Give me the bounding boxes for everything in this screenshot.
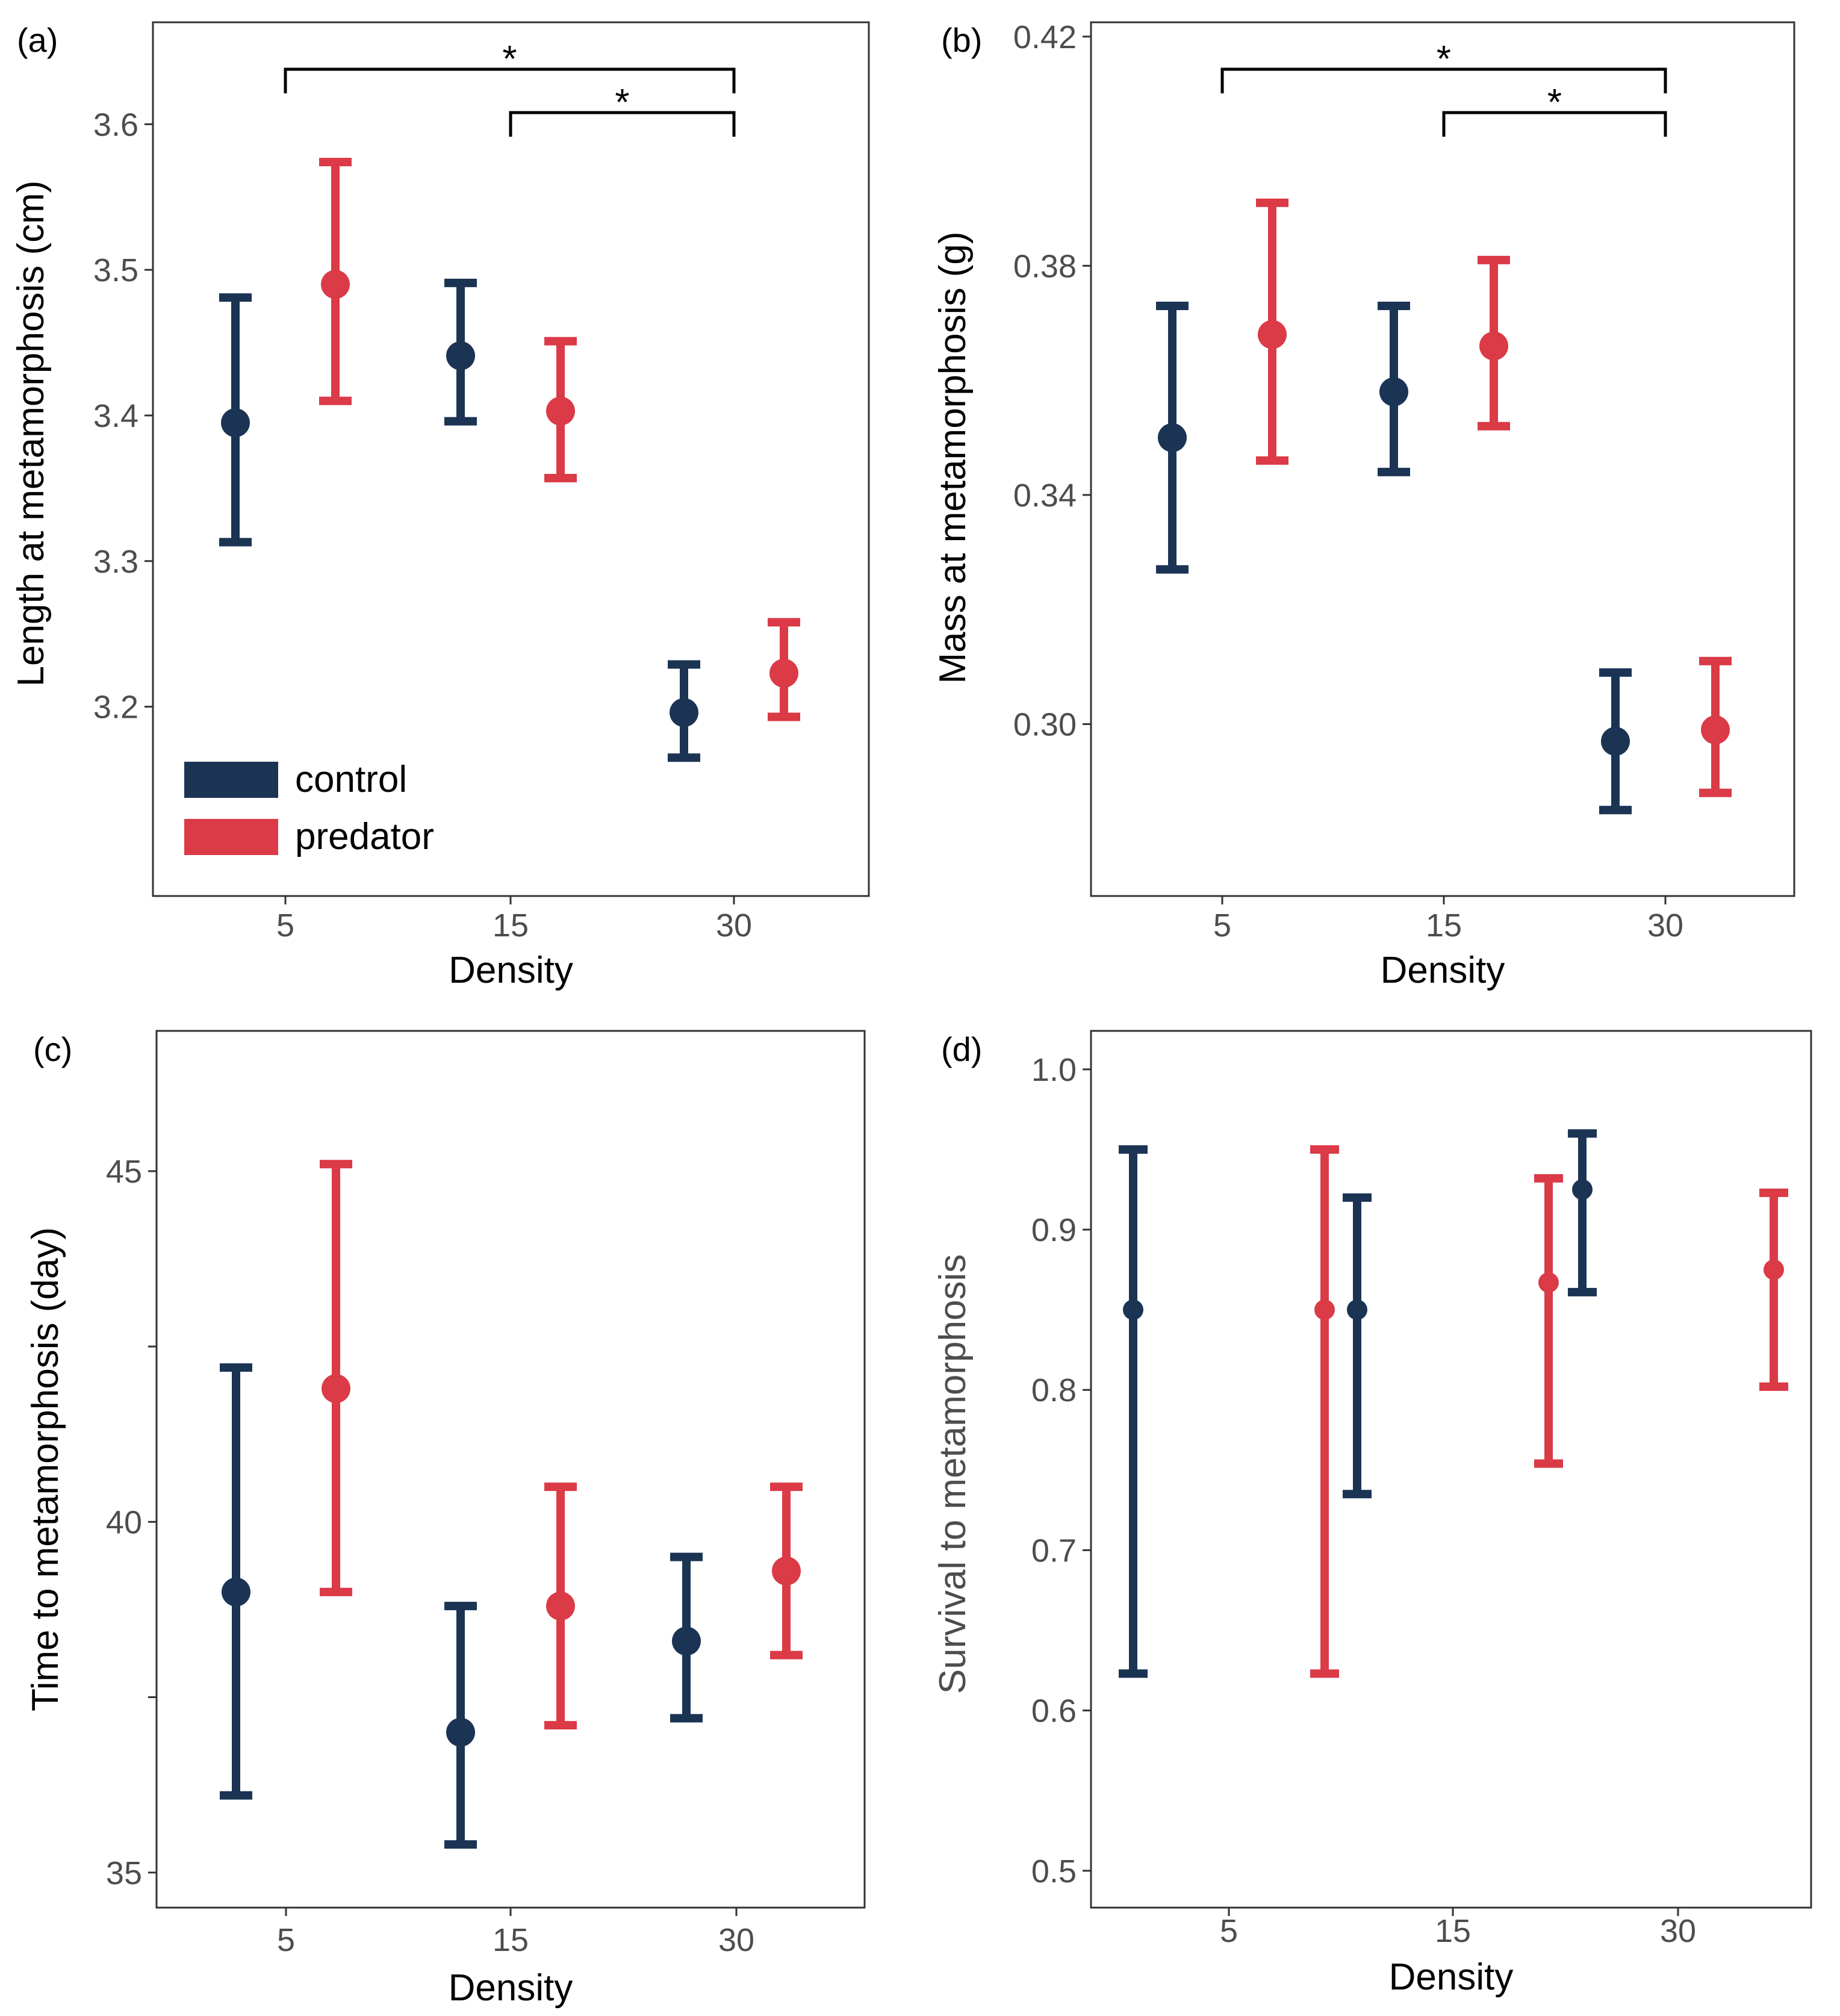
data-point (546, 1591, 575, 1621)
x-tick-label: 15 (1426, 907, 1462, 944)
y-tick-label: 3.2 (93, 689, 138, 726)
y-tick-label: 0.5 (1031, 1853, 1077, 1890)
data-point (1314, 1299, 1335, 1321)
x-tick-label: 15 (1435, 1913, 1471, 1949)
y-tick-label: 45 (106, 1154, 142, 1190)
y-tick-label: 0.8 (1031, 1372, 1077, 1408)
y-tick-label: 0.7 (1031, 1532, 1077, 1569)
data-point (1379, 377, 1408, 406)
x-tick-label: 30 (718, 1922, 754, 1958)
data-point (1347, 1299, 1367, 1321)
y-tick-label: 0.34 (1013, 478, 1077, 514)
legend: control predator (184, 759, 434, 857)
x-axis-label: Density (449, 950, 573, 991)
data-point (1258, 320, 1287, 349)
data-point (446, 341, 475, 370)
panel-a: (a) 3.2 3.3 3.4 3.5 3.6 5 15 30 Density Length at … (10, 21, 870, 991)
significance-bracket (1442, 111, 1667, 137)
data-point (769, 658, 798, 688)
x-tick-label: 5 (276, 907, 294, 944)
data-point (1158, 423, 1187, 452)
data-point (1701, 715, 1730, 745)
significance-star: * (1547, 82, 1562, 123)
significance-bracket (1220, 67, 1667, 93)
legend-swatch-predator (184, 819, 278, 855)
x-tick-label: 5 (1220, 1913, 1238, 1949)
series-control (1156, 301, 1632, 815)
y-tick-label: 3.3 (93, 544, 138, 580)
legend-swatch-control (184, 762, 278, 798)
data-point (446, 1717, 475, 1747)
y-axis-label: Mass at metamorphosis (g) (932, 231, 974, 683)
y-tick-label: 0.6 (1031, 1693, 1077, 1729)
x-axis-label: Density (449, 1967, 573, 2009)
y-tick-label: 0.42 (1013, 19, 1077, 55)
series-control (219, 278, 700, 762)
x-tick-label: 15 (493, 1922, 529, 1958)
panel-d: (d) 0.5 0.6 0.7 0.8 0.9 1.0 5 15 30 Density Surviva… (932, 1030, 1812, 1998)
data-point (321, 270, 350, 299)
legend-label-control: control (295, 759, 407, 800)
x-tick-label: 15 (493, 907, 529, 944)
plot-frame (1090, 21, 1795, 897)
series-predator (1310, 1145, 1788, 1678)
data-point (1572, 1179, 1593, 1200)
data-point (1123, 1299, 1143, 1321)
series-predator (1256, 198, 1732, 797)
data-point (1601, 727, 1630, 756)
x-tick-label: 30 (1660, 1913, 1696, 1949)
legend-label-predator: predator (295, 816, 434, 857)
x-tick-label: 30 (716, 907, 752, 944)
x-axis-label: Density (1381, 950, 1505, 991)
significance-bracket (284, 67, 736, 93)
x-tick-label: 5 (277, 1922, 295, 1958)
panel-b: (b) 0.30 0.34 0.38 0.42 5 15 30 Density Mass at m… (932, 19, 1795, 991)
panel-label: (a) (17, 21, 58, 59)
panel-c: (c) 35 40 45 5 15 30 Density Time to metamorphos… (25, 1030, 866, 2009)
y-tick-label: 0.9 (1031, 1212, 1077, 1248)
significance-star: * (1437, 39, 1451, 80)
series-predator (320, 1160, 803, 1730)
series-control (1119, 1129, 1597, 1678)
x-tick-label: 30 (1647, 907, 1683, 944)
y-tick-label: 3.6 (93, 107, 138, 143)
data-point (546, 396, 575, 426)
data-point (672, 1626, 701, 1656)
panel-label: (d) (941, 1030, 982, 1068)
panel-label: (c) (33, 1030, 72, 1068)
y-axis-label: Time to metamorphosis (day) (25, 1227, 66, 1711)
plot-frame (1090, 1030, 1812, 1909)
y-axis-label: Survival to metamorphosis (932, 1254, 974, 1694)
data-point (322, 1374, 350, 1404)
significance-star: * (615, 82, 629, 123)
y-tick-label: 3.4 (93, 398, 138, 434)
y-tick-label: 0.30 (1013, 707, 1077, 743)
significance-bracket (509, 111, 736, 137)
series-control (220, 1363, 703, 1849)
data-point (1538, 1272, 1559, 1293)
significance-star: * (502, 39, 517, 80)
data-point (772, 1556, 801, 1585)
x-axis-label: Density (1389, 1956, 1514, 1998)
panel-label: (b) (941, 21, 982, 59)
y-tick-label: 1.0 (1031, 1052, 1077, 1088)
data-point (670, 698, 698, 727)
plot-frame (155, 1030, 866, 1909)
y-tick-label: 3.5 (93, 252, 138, 288)
y-axis-label: Length at metamorphosis (cm) (10, 181, 52, 687)
x-tick-label: 5 (1213, 907, 1231, 944)
data-point (221, 408, 250, 438)
data-point (1764, 1259, 1784, 1280)
data-point (222, 1577, 250, 1607)
y-tick-label: 40 (106, 1504, 142, 1540)
data-point (1479, 331, 1508, 361)
series-predator (319, 158, 800, 721)
y-tick-label: 35 (106, 1855, 142, 1891)
y-tick-label: 0.38 (1013, 248, 1077, 284)
